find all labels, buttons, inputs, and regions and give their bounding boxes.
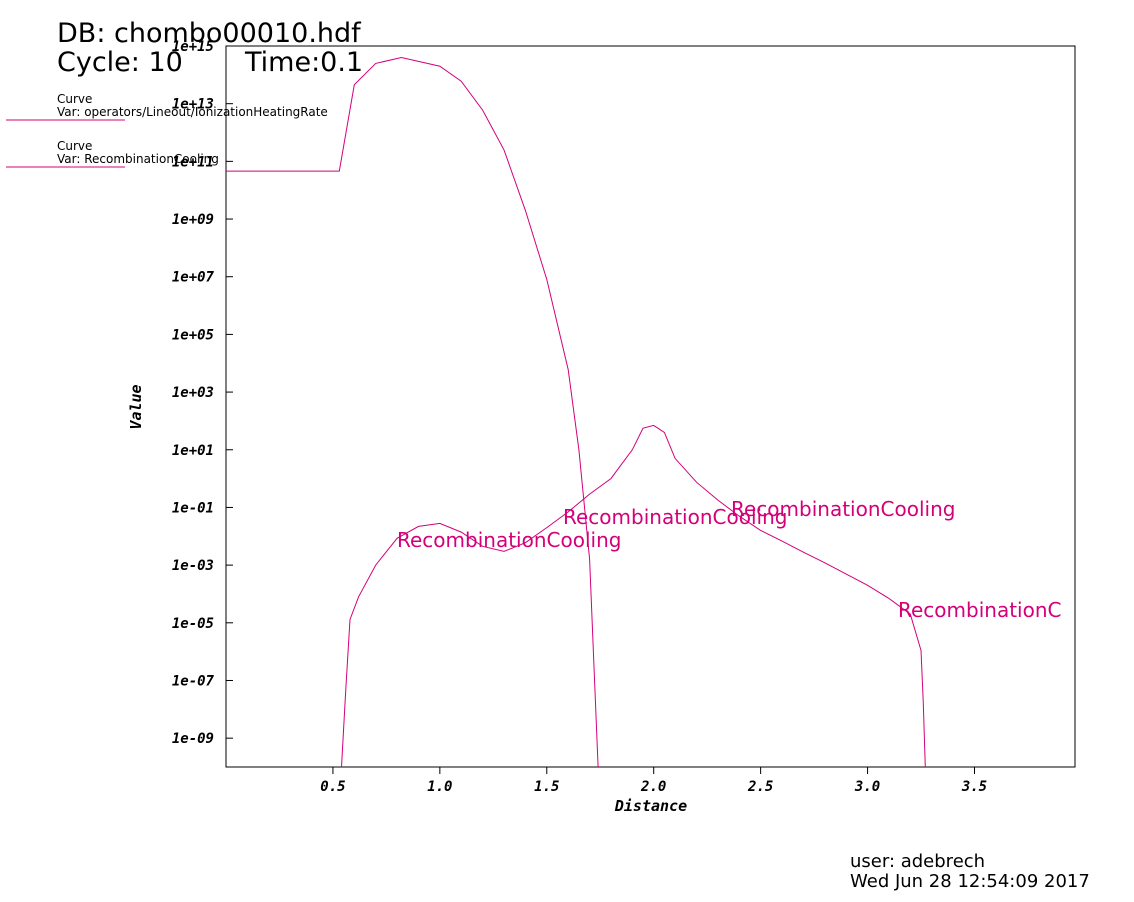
y-axis-label: Value <box>127 384 145 429</box>
y-tick-label: 1e+01 <box>172 443 214 459</box>
x-tick-label: 2.0 <box>640 779 666 795</box>
legend-name: Var: operators/Lineout/IonizationHeating… <box>57 105 328 119</box>
y-tick-label: 1e+15 <box>172 39 214 55</box>
y-tick-label: 1e+07 <box>172 270 215 286</box>
y-tick-label: 1e+13 <box>172 97 214 113</box>
legend-plot: Curve <box>57 139 92 153</box>
series-line <box>226 56 599 767</box>
curve-label: RecombinationC <box>898 598 1061 622</box>
legend-plot: Curve <box>57 92 92 106</box>
plot-frame <box>225 45 1076 768</box>
legend-name: Var: RecombinationCooling <box>57 152 219 166</box>
curve-label: RecombinationCooling <box>563 505 787 529</box>
x-tick-label: 3.0 <box>854 779 880 795</box>
x-tick-label: 0.5 <box>320 779 345 795</box>
x-tick-label: 3.5 <box>961 779 987 795</box>
x-tick-label: 1.5 <box>534 779 559 795</box>
time: Time:0.1 <box>244 47 363 78</box>
y-tick-label: 1e-05 <box>172 616 214 632</box>
y-tick-label: 1e+11 <box>172 154 214 170</box>
user: user: adebrech <box>850 851 985 872</box>
y-tick-label: 1e+03 <box>172 385 214 401</box>
y-tick-label: 1e+09 <box>172 212 214 228</box>
x-axis-label: Distance <box>614 797 687 815</box>
curve-label: RecombinationCooling <box>731 497 955 521</box>
chart-title: DB: chombo00010.hdf <box>57 18 362 49</box>
cycle: Cycle: 10 <box>57 47 183 78</box>
y-tick-label: 1e-07 <box>172 673 215 689</box>
x-tick-label: 1.0 <box>427 779 452 795</box>
x-tick-label: 2.5 <box>747 779 773 795</box>
timestamp: Wed Jun 28 12:54:09 2017 <box>850 871 1090 892</box>
curve-label: RecombinationCooling <box>397 528 621 552</box>
y-tick-label: 1e-03 <box>172 558 214 574</box>
y-tick-label: 1e+05 <box>172 327 214 343</box>
plot-area <box>226 56 926 767</box>
y-tick-label: 1e-09 <box>172 731 214 747</box>
series-line <box>341 424 926 767</box>
y-tick-label: 1e-01 <box>172 500 214 516</box>
